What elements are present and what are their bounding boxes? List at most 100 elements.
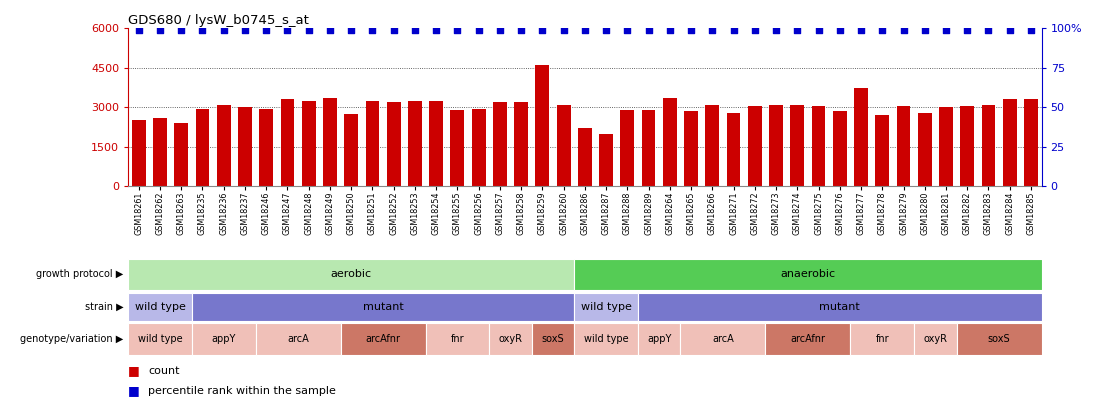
Text: ■: ■ <box>128 384 140 397</box>
Bar <box>574 293 638 321</box>
Point <box>215 27 233 34</box>
Bar <box>153 118 167 186</box>
Text: genotype/variation ▶: genotype/variation ▶ <box>20 334 124 344</box>
Bar <box>663 98 676 186</box>
Text: strain ▶: strain ▶ <box>85 302 124 312</box>
Point <box>873 27 891 34</box>
Point <box>130 27 148 34</box>
Bar <box>128 293 192 321</box>
Text: arcAfnr: arcAfnr <box>365 334 401 344</box>
Text: oxyR: oxyR <box>498 334 522 344</box>
Text: mutant: mutant <box>820 302 860 312</box>
Bar <box>765 323 850 355</box>
Bar <box>128 258 574 290</box>
Bar <box>128 323 192 355</box>
Bar <box>174 123 188 186</box>
Bar <box>684 111 698 186</box>
Point <box>746 27 764 34</box>
Text: arcAfnr: arcAfnr <box>791 334 825 344</box>
Point <box>576 27 594 34</box>
Bar <box>574 258 1042 290</box>
Text: wild type: wild type <box>580 302 632 312</box>
Point <box>724 27 742 34</box>
Point <box>831 27 849 34</box>
Bar <box>429 101 443 186</box>
Point <box>895 27 912 34</box>
Bar <box>897 106 910 186</box>
Bar <box>323 98 336 186</box>
Point <box>597 27 615 34</box>
Text: growth protocol ▶: growth protocol ▶ <box>37 269 124 279</box>
Bar <box>850 323 915 355</box>
Point <box>639 27 657 34</box>
Bar <box>681 323 765 355</box>
Text: aerobic: aerobic <box>331 269 372 279</box>
Text: percentile rank within the sample: percentile rank within the sample <box>148 386 336 396</box>
Bar <box>1003 100 1017 186</box>
Bar <box>281 100 294 186</box>
Bar <box>957 323 1042 355</box>
Bar <box>494 102 507 186</box>
Bar <box>341 323 426 355</box>
Point <box>384 27 402 34</box>
Point <box>152 27 169 34</box>
Bar <box>131 120 146 186</box>
Bar <box>769 104 783 186</box>
Bar <box>471 109 486 186</box>
Point <box>512 27 530 34</box>
Bar <box>726 113 741 186</box>
Text: count: count <box>148 366 179 375</box>
Point <box>449 27 467 34</box>
Bar <box>1024 100 1038 186</box>
Text: arcA: arcA <box>287 334 309 344</box>
Point <box>1022 27 1039 34</box>
Bar <box>536 65 549 186</box>
Text: fnr: fnr <box>876 334 889 344</box>
Point <box>428 27 446 34</box>
Text: wild type: wild type <box>584 334 628 344</box>
Point <box>257 27 275 34</box>
Point <box>703 27 721 34</box>
Bar <box>192 293 574 321</box>
Point <box>789 27 807 34</box>
Text: mutant: mutant <box>363 302 403 312</box>
Bar <box>620 110 634 186</box>
Point <box>173 27 190 34</box>
Bar <box>939 107 952 186</box>
Text: appY: appY <box>212 334 236 344</box>
Bar <box>557 104 570 186</box>
Point <box>958 27 976 34</box>
Bar <box>260 109 273 186</box>
Point <box>1000 27 1018 34</box>
Bar <box>833 111 847 186</box>
Bar <box>489 323 531 355</box>
Bar <box>981 104 996 186</box>
Bar <box>638 293 1042 321</box>
Point <box>810 27 828 34</box>
Text: fnr: fnr <box>450 334 465 344</box>
Bar <box>365 101 380 186</box>
Text: soxS: soxS <box>988 334 1010 344</box>
Point <box>236 27 254 34</box>
Point <box>661 27 678 34</box>
Bar <box>515 102 528 186</box>
Text: ■: ■ <box>128 364 140 377</box>
Text: arcA: arcA <box>712 334 734 344</box>
Point <box>405 27 423 34</box>
Bar <box>638 323 681 355</box>
Point <box>682 27 700 34</box>
Bar <box>705 104 720 186</box>
Bar <box>238 107 252 186</box>
Text: wild type: wild type <box>135 302 185 312</box>
Bar <box>196 109 209 186</box>
Bar <box>960 106 974 186</box>
Point <box>555 27 573 34</box>
Bar <box>192 323 255 355</box>
Point <box>916 27 934 34</box>
Point <box>342 27 360 34</box>
Text: oxyR: oxyR <box>924 334 947 344</box>
Text: anaerobic: anaerobic <box>780 269 836 279</box>
Point <box>194 27 212 34</box>
Point <box>278 27 296 34</box>
Point <box>470 27 488 34</box>
